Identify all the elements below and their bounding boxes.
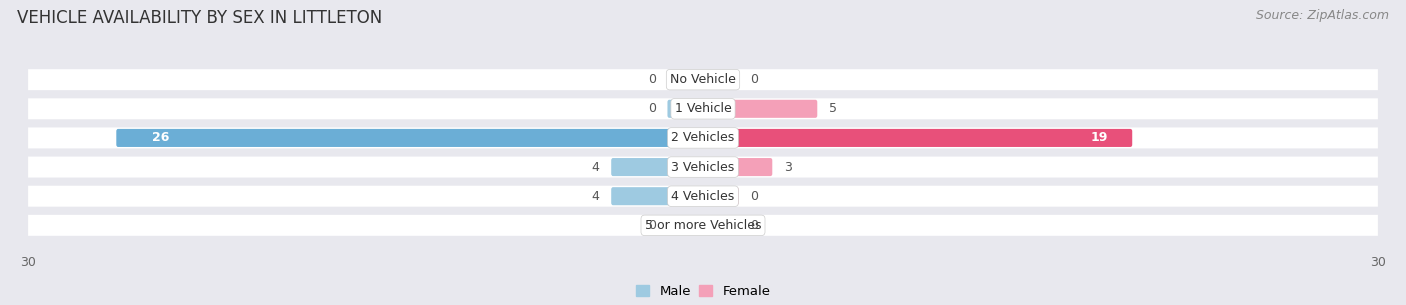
Text: 4 Vehicles: 4 Vehicles [672,190,734,203]
Text: 19: 19 [1091,131,1108,145]
FancyBboxPatch shape [668,216,704,234]
FancyBboxPatch shape [28,156,1378,178]
Text: Source: ZipAtlas.com: Source: ZipAtlas.com [1256,9,1389,22]
Text: 4: 4 [592,160,599,174]
Text: 2 Vehicles: 2 Vehicles [672,131,734,145]
Text: 26: 26 [152,131,169,145]
Text: 4: 4 [592,190,599,203]
Text: 3: 3 [785,160,792,174]
FancyBboxPatch shape [668,71,704,89]
Text: 3 Vehicles: 3 Vehicles [672,160,734,174]
Legend: Male, Female: Male, Female [636,285,770,298]
Text: 5 or more Vehicles: 5 or more Vehicles [645,219,761,232]
Text: 0: 0 [751,219,758,232]
FancyBboxPatch shape [28,69,1378,90]
FancyBboxPatch shape [28,215,1378,236]
Text: 1 Vehicle: 1 Vehicle [675,102,731,115]
Text: 5: 5 [830,102,837,115]
FancyBboxPatch shape [117,129,704,147]
FancyBboxPatch shape [612,187,704,205]
FancyBboxPatch shape [702,71,738,89]
FancyBboxPatch shape [702,100,817,118]
FancyBboxPatch shape [28,186,1378,207]
FancyBboxPatch shape [702,216,738,234]
FancyBboxPatch shape [612,158,704,176]
Text: VEHICLE AVAILABILITY BY SEX IN LITTLETON: VEHICLE AVAILABILITY BY SEX IN LITTLETON [17,9,382,27]
Text: 0: 0 [751,73,758,86]
Text: 0: 0 [751,190,758,203]
FancyBboxPatch shape [702,187,738,205]
Text: 0: 0 [648,219,655,232]
Text: No Vehicle: No Vehicle [671,73,735,86]
Text: 0: 0 [648,73,655,86]
Text: 0: 0 [648,102,655,115]
FancyBboxPatch shape [668,100,704,118]
FancyBboxPatch shape [702,158,772,176]
FancyBboxPatch shape [28,127,1378,149]
FancyBboxPatch shape [702,129,1132,147]
FancyBboxPatch shape [28,98,1378,119]
